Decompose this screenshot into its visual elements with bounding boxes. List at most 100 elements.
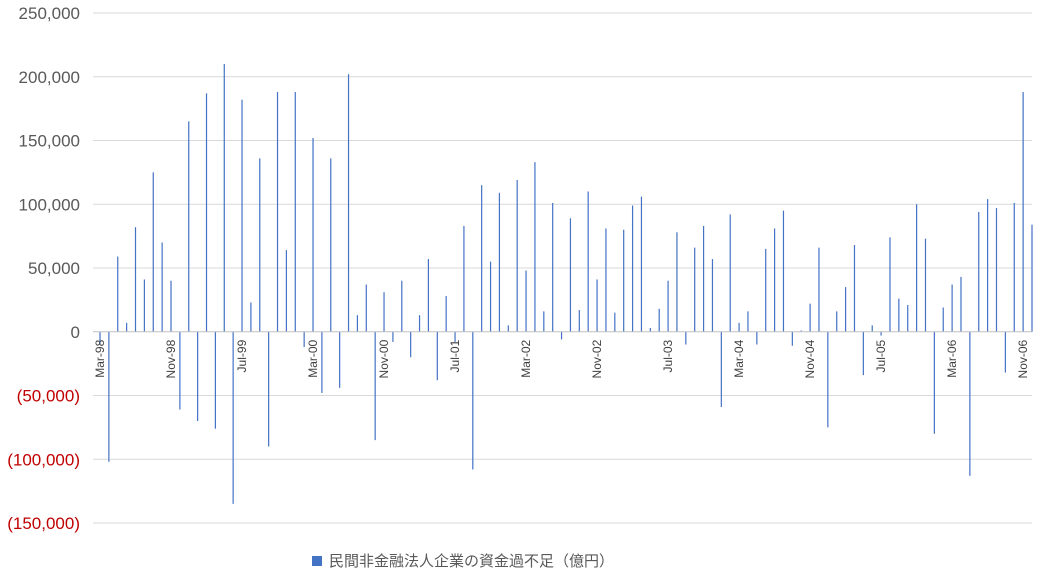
bar <box>1022 92 1024 332</box>
bar <box>720 331 722 407</box>
bar <box>818 247 820 332</box>
bar <box>339 331 341 388</box>
bar <box>392 331 394 342</box>
bar <box>179 331 181 410</box>
y-tick-label: (150,000) <box>7 514 80 533</box>
bar <box>259 158 261 332</box>
bar <box>631 205 634 332</box>
bar <box>507 325 509 332</box>
bar <box>1013 202 1015 332</box>
x-tick-label: Jul-99 <box>235 339 249 372</box>
bar <box>489 261 492 332</box>
legend-label: 民間非金融法人企業の資金過不足（億円） <box>329 552 614 570</box>
x-tick-label: Jul-03 <box>661 339 675 372</box>
bar <box>782 210 785 332</box>
bar <box>702 225 705 332</box>
bar <box>791 331 793 346</box>
y-tick-label: 200,000 <box>19 68 80 87</box>
bar <box>1031 224 1033 332</box>
y-tick-label: 0 <box>71 323 80 342</box>
x-tick-label: Mar-02 <box>519 339 533 377</box>
x-tick-label: Mar-00 <box>306 339 320 377</box>
bar <box>552 202 554 332</box>
bar <box>330 158 332 332</box>
bar <box>827 331 829 428</box>
bar <box>587 191 589 332</box>
x-tick-label: Nov-06 <box>1016 339 1030 378</box>
bar <box>605 228 607 332</box>
x-tick-label: Nov-00 <box>377 339 391 378</box>
bar <box>303 331 305 348</box>
bar <box>773 228 776 332</box>
bar <box>933 331 935 434</box>
bar <box>658 308 660 332</box>
data-bars <box>99 64 1033 504</box>
bar <box>374 331 376 441</box>
bar <box>365 284 367 332</box>
bar <box>987 199 989 332</box>
bar <box>765 248 767 332</box>
bar <box>250 302 252 332</box>
bar <box>898 298 900 332</box>
bar <box>800 330 802 332</box>
bar <box>321 331 323 393</box>
bar <box>880 331 882 336</box>
bar <box>543 311 545 332</box>
bar <box>356 315 359 332</box>
bar <box>294 92 296 332</box>
bar <box>614 312 616 332</box>
bar <box>436 331 438 381</box>
x-tick-label: Jul-01 <box>448 339 462 372</box>
bar <box>942 307 944 332</box>
x-tick-label: Mar-06 <box>945 339 959 377</box>
y-tick-label: 250,000 <box>19 4 80 23</box>
x-tick-label: Mar-04 <box>732 339 746 377</box>
gridlines <box>93 12 1032 524</box>
bar <box>516 180 518 332</box>
bar <box>445 296 447 332</box>
x-tick-label: Mar-98 <box>93 339 107 377</box>
bar <box>560 331 563 340</box>
bar <box>232 331 234 504</box>
bar <box>889 237 891 332</box>
bar <box>676 232 678 332</box>
bar <box>214 331 216 429</box>
bar <box>596 279 598 332</box>
bar <box>640 196 643 332</box>
bar <box>1004 331 1006 373</box>
bar <box>463 225 465 332</box>
bar <box>454 331 456 342</box>
bar <box>809 303 811 332</box>
bar <box>623 229 625 332</box>
bar <box>711 259 714 332</box>
bar <box>951 284 953 332</box>
x-tick-label: Nov-04 <box>803 339 817 378</box>
bar <box>924 238 927 332</box>
bar <box>143 279 145 332</box>
bar <box>472 331 474 470</box>
bar <box>170 280 172 332</box>
bar <box>418 315 421 332</box>
bar <box>694 247 696 332</box>
bar <box>729 214 731 332</box>
bar <box>995 208 998 332</box>
bar <box>126 322 128 332</box>
y-axis-tick-labels: 250,000 200,000 150,000 100,000 50,000 0 (50,0… <box>7 4 80 533</box>
bar <box>241 99 243 332</box>
bar <box>534 162 536 332</box>
bar <box>108 331 110 462</box>
bar <box>969 331 971 476</box>
bar <box>960 276 962 332</box>
bar <box>871 325 873 332</box>
legend: 民間非金融法人企業の資金過不足（億円） <box>312 552 614 570</box>
bar <box>498 192 501 332</box>
x-axis-tick-labels: Mar-98 Nov-98 Jul-99 Mar-00 Nov-00 Jul-01 Mar-… <box>93 339 1030 378</box>
x-tick-label: Nov-02 <box>590 339 604 378</box>
bar <box>197 331 199 421</box>
y-tick-label: 50,000 <box>28 259 80 278</box>
y-tick-label: 150,000 <box>19 132 80 151</box>
bar <box>747 311 749 332</box>
bar <box>161 242 163 332</box>
bar <box>223 64 225 332</box>
